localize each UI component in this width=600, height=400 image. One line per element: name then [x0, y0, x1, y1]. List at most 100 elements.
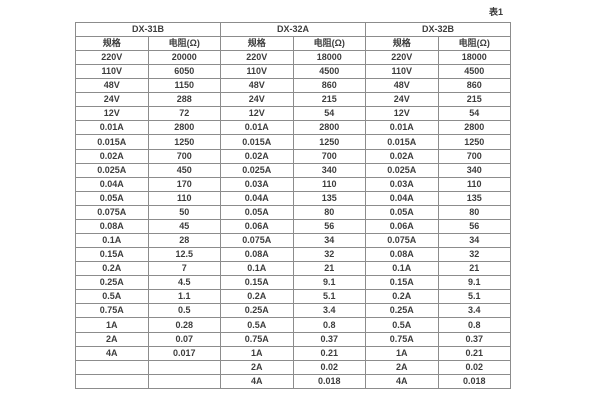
table-cell: 110	[292, 176, 366, 192]
table-cell: 0.25A	[220, 303, 294, 319]
table-cell: 288	[147, 92, 221, 108]
table-cell: 2800	[292, 120, 366, 136]
table-cell: 215	[292, 92, 366, 108]
table-row: 0.2A 7 0.1A 21 0.1A 21	[75, 261, 511, 277]
table-cell: 700	[292, 148, 366, 164]
table-cell: 24V	[365, 92, 439, 108]
table-cell: 6050	[147, 64, 221, 80]
table-cell: 0.25A	[75, 275, 149, 291]
table-cell: 48V	[75, 78, 149, 94]
table-cell: 110V	[220, 64, 294, 80]
table-cell: 0.08A	[75, 218, 149, 235]
table-row: 4A 0.017 1A 0.21 1A 0.21	[75, 345, 511, 361]
table-cell: 0.75A	[365, 331, 439, 347]
table-cell: 0.075A	[220, 233, 294, 249]
table-cell: 3.4	[437, 303, 511, 319]
table-cell: 12.5	[147, 247, 221, 263]
table-cell: 20000	[147, 49, 221, 66]
table-row: 0.25A 4.5 0.15A 9.1 0.15A 9.1	[75, 275, 511, 291]
table-row: 4A 0.018 4A 0.018	[75, 373, 511, 390]
table-cell: 700	[147, 148, 221, 164]
table-cell: 0.04A	[220, 190, 294, 206]
table-cell: 1A	[220, 345, 294, 361]
table-cell: 2A	[220, 359, 294, 375]
table-cell: 0.2A	[365, 289, 439, 305]
table-cell	[75, 373, 149, 390]
table-cell: 0.025A	[220, 162, 294, 178]
table-cell: 0.05A	[220, 204, 294, 220]
table-row: 24V 288 24V 215 24V 215	[75, 92, 511, 108]
table-cell: 110V	[75, 64, 149, 80]
table-cell: 220V	[75, 49, 149, 66]
table-cell: 5.1	[437, 289, 511, 305]
table-cell: 700	[437, 148, 511, 164]
column-header-resistance-2: 电阻(Ω)	[292, 36, 366, 51]
table-cell: 32	[437, 247, 511, 263]
column-header-resistance-3: 电阻(Ω)	[437, 36, 511, 51]
table-cell: 110V	[365, 64, 439, 80]
table-cell: 2800	[437, 120, 511, 136]
table-cell: 220V	[220, 49, 294, 66]
table-cell: 0.8	[437, 317, 511, 333]
table-cell: 0.03A	[365, 176, 439, 192]
table-cell: 56	[292, 218, 366, 235]
table-cell: 0.08A	[365, 247, 439, 263]
table-cell: 28	[147, 233, 221, 249]
table-cell: 450	[147, 162, 221, 178]
table-cell	[147, 373, 221, 390]
table-cell: 0.017	[147, 345, 221, 361]
table-row: 0.075A 50 0.05A 80 0.05A 80	[75, 204, 511, 220]
table-cell: 3.4	[292, 303, 366, 319]
group-header-dx32b: DX-32B	[365, 22, 511, 37]
table-cell: 0.5A	[220, 317, 294, 333]
table-cell: 0.02A	[220, 148, 294, 164]
column-header-spec-3: 规格	[365, 36, 439, 51]
table-cell: 110	[437, 176, 511, 192]
table-cell: 0.75A	[220, 331, 294, 347]
table-cell: 54	[437, 106, 511, 122]
table-cell: 170	[147, 176, 221, 192]
table-cell: 0.04A	[365, 190, 439, 206]
table-row: 0.1A 28 0.075A 34 0.075A 34	[75, 233, 511, 249]
table-cell: 4.5	[147, 275, 221, 291]
table-cell: 1250	[147, 134, 221, 150]
table-cell: 0.06A	[365, 218, 439, 235]
table-row: 0.05A 110 0.04A 135 0.04A 135	[75, 190, 511, 206]
table-cell: 0.015A	[75, 134, 149, 150]
table-cell: 0.01A	[365, 120, 439, 136]
table-cell: 0.15A	[220, 275, 294, 291]
table-cell: 45	[147, 218, 221, 235]
table-cell: 2800	[147, 120, 221, 136]
table-cell: 0.05A	[75, 190, 149, 206]
table-cell: 0.018	[292, 373, 366, 390]
table-cell: 0.075A	[75, 204, 149, 220]
table-cell: 0.03A	[220, 176, 294, 192]
table-cell: 220V	[365, 49, 439, 66]
table-cell: 5.1	[292, 289, 366, 305]
table-cell: 56	[437, 218, 511, 235]
table-cell: 0.37	[437, 331, 511, 347]
table-cell: 4A	[75, 345, 149, 361]
table-cell: 2A	[75, 331, 149, 347]
table-cell: 1150	[147, 78, 221, 94]
table-cell: 0.8	[292, 317, 366, 333]
table-row: 2A 0.02 2A 0.02	[75, 359, 511, 375]
table-cell: 12V	[220, 106, 294, 122]
table-cell: 32	[292, 247, 366, 263]
table-cell: 24V	[75, 92, 149, 108]
table-cell: 1A	[365, 345, 439, 361]
table-cell: 0.08A	[220, 247, 294, 263]
table-cell: 24V	[220, 92, 294, 108]
table-cell: 135	[292, 190, 366, 206]
table-cell: 0.75A	[75, 303, 149, 319]
group-header-row: DX-31B DX-32A DX-32B	[75, 22, 511, 37]
table-cell: 9.1	[292, 275, 366, 291]
table-cell: 0.05A	[365, 204, 439, 220]
table-cell: 4A	[220, 373, 294, 390]
table-cell: 0.1A	[220, 261, 294, 277]
table-cell: 4500	[437, 64, 511, 80]
table-cell: 0.1A	[75, 233, 149, 249]
table-cell: 80	[437, 204, 511, 220]
table-cell: 1A	[75, 317, 149, 333]
table-cell: 4500	[292, 64, 366, 80]
